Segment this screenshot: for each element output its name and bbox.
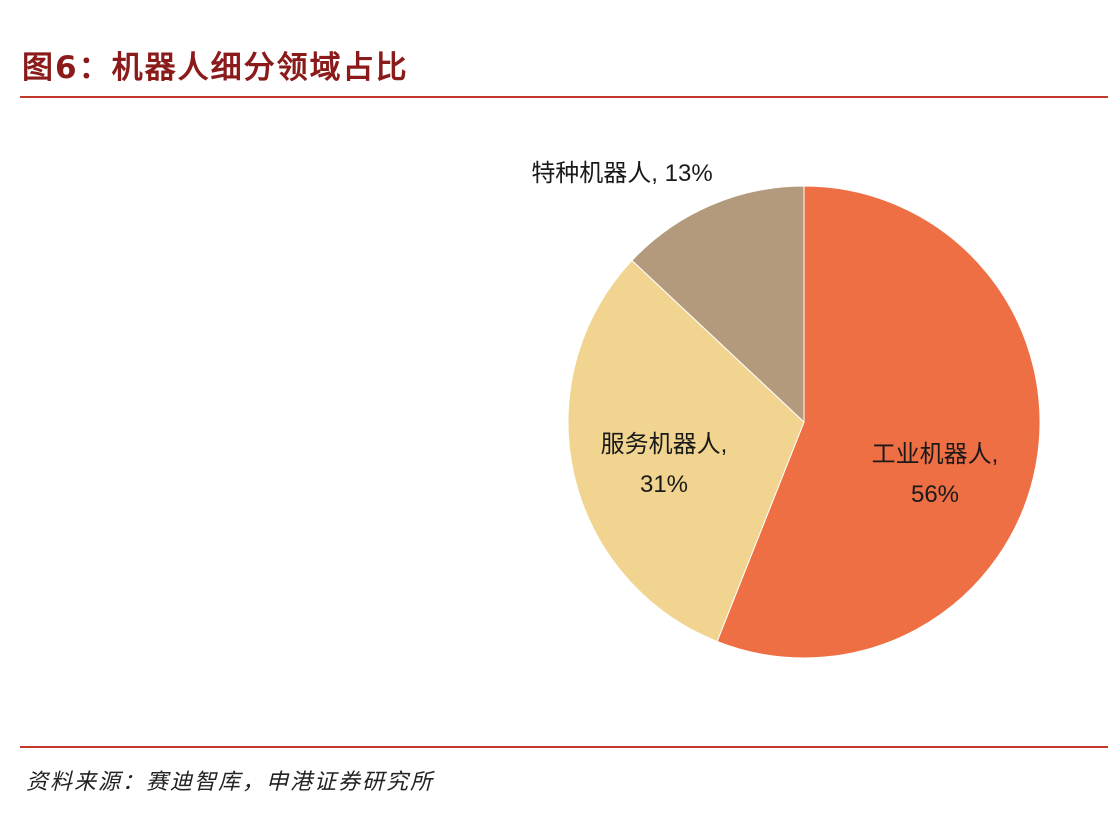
- chart-title: 图6：机器人细分领域占比: [22, 50, 409, 86]
- source-note: 资料来源：赛迪智库，申港证券研究所: [26, 770, 435, 795]
- footer-divider: [20, 746, 1108, 748]
- slice-label-2: 服务机器人, 31%: [601, 431, 728, 498]
- pie-slice-3: [631, 185, 805, 424]
- slice-label-3: 特种机器人, 13%: [531, 160, 712, 187]
- slice-label-1: 工业机器人, 56%: [872, 441, 999, 508]
- title-divider: [20, 96, 1108, 98]
- pie-slice-2: [567, 259, 805, 643]
- pie-slice-1: [716, 185, 1041, 659]
